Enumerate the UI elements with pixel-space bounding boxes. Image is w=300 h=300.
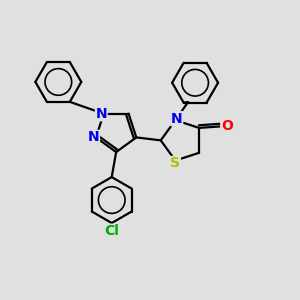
Text: N: N [88,130,99,144]
Text: S: S [170,157,180,170]
Text: O: O [221,119,233,134]
Text: N: N [95,107,107,121]
Text: Cl: Cl [104,224,119,238]
Text: N: N [171,112,183,126]
